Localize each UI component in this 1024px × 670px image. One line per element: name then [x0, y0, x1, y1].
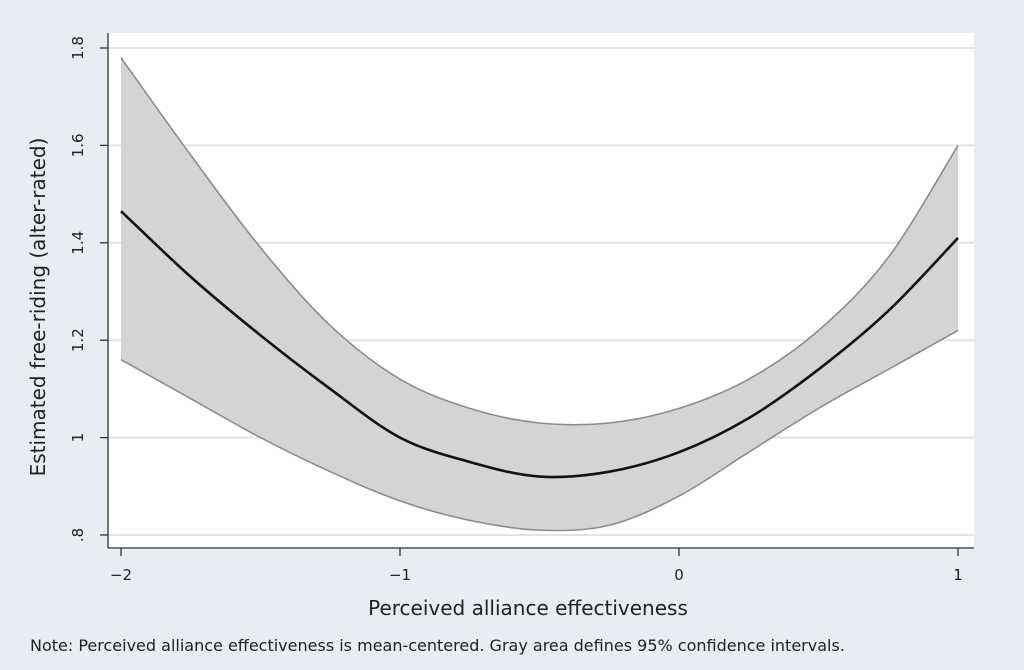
y-tick-label: 1.6 — [69, 133, 87, 157]
y-ticks: .8 1 1.2 1.4 1.6 1.8 — [69, 36, 108, 542]
ci-upper-edge — [120, 57, 959, 426]
estimate-line — [120, 210, 959, 479]
x-tick-label: 0 — [674, 566, 684, 584]
x-tick-label: −1 — [389, 566, 411, 584]
note-text: Note: Perceived alliance effectiveness i… — [30, 636, 845, 655]
y-tick-label: .8 — [69, 528, 87, 542]
x-axis-title: Perceived alliance effectiveness — [368, 596, 688, 620]
x-ticks: −2 −1 0 1 — [110, 548, 963, 584]
confidence-band — [121, 57, 958, 531]
y-tick-label: 1.8 — [69, 36, 87, 60]
y-tick-label: 1.2 — [69, 328, 87, 352]
x-tick-label: −2 — [110, 566, 132, 584]
ci-lower-edge — [120, 329, 959, 532]
y-tick-label: 1 — [69, 433, 87, 443]
y-tick-label: 1.4 — [69, 231, 87, 255]
x-tick-label: 1 — [953, 566, 963, 584]
y-axis-title: Estimated free-riding (alter-rated) — [26, 138, 50, 477]
chart: .8 1 1.2 1.4 1.6 1.8 −2 −1 0 1 Perceived allianc… — [26, 33, 974, 620]
